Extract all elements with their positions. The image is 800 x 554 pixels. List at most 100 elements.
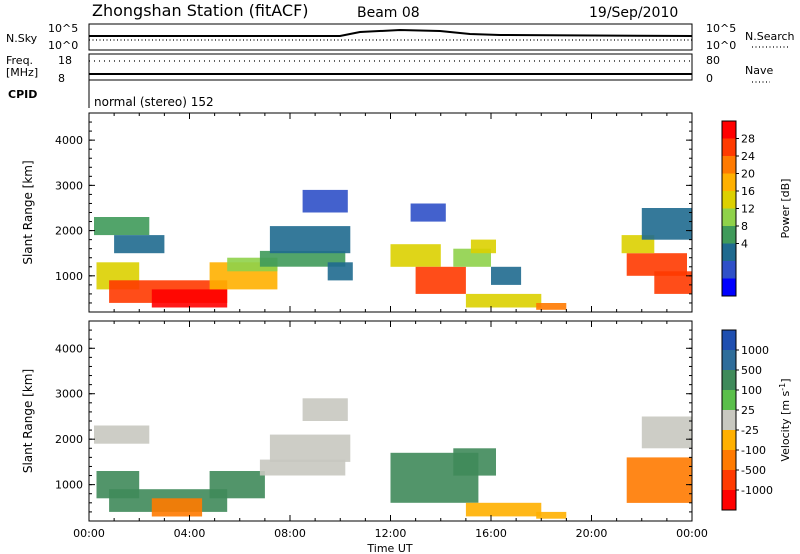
nsky-panel: N.Sky 10^5 10^0 10^5 10^0 N.Search: [6, 22, 795, 52]
colorbar-segment: [722, 350, 736, 371]
y-tick-label: 4000: [55, 342, 83, 355]
colorbar-tick-label: 4: [741, 238, 748, 251]
freq-top-tick: 18: [58, 54, 72, 67]
nsearch-top-tick: 10^5: [706, 22, 736, 35]
heatmap-cell: [302, 398, 348, 421]
velocity-panel: 1000 2000 3000 4000 Slant Range [km]: [21, 320, 693, 522]
colorbar-segment: [722, 121, 736, 139]
colorbar-segment: [722, 243, 736, 262]
colorbar-segment: [722, 138, 736, 157]
freq-frame: [88, 53, 693, 81]
colorbar-frame: [721, 329, 737, 511]
colorbar-label-tail: ]: [779, 378, 792, 382]
freq-bottom-tick: 8: [58, 72, 65, 85]
colorbar-tick-label: -100: [741, 444, 766, 457]
heatmap-cell: [641, 208, 693, 240]
colorbar-segment: [722, 410, 736, 431]
x-tick-label: 12:00: [375, 527, 407, 540]
colorbar-tick-label: 28: [741, 133, 755, 146]
heatmap-cell: [302, 189, 348, 213]
colorbar-tick-label: 16: [741, 185, 755, 198]
nsky-top-tick: 10^5: [48, 22, 78, 35]
colorbar-segment: [722, 191, 736, 209]
heatmap-cell: [641, 416, 693, 449]
colorbar-tick-label: -500: [741, 464, 766, 477]
power-colorbar: 28 24 20 16 12 8 4 Power [dB]: [721, 120, 792, 297]
time-axis: 00:00 04:00 08:00 12:00 16:00 20:00 00:00: [73, 527, 708, 540]
colorbar-tick-label: 25: [741, 404, 755, 417]
colorbar-segment: [722, 470, 736, 491]
heatmap-cell: [259, 459, 346, 476]
y-tick-label: 1000: [55, 479, 83, 492]
freq-label: Freq.: [6, 54, 33, 67]
heatmap-cell: [151, 498, 203, 517]
colorbar-segment: [722, 430, 736, 451]
colorbar-tick-label: 12: [741, 203, 755, 216]
x-tick-label: 00:00: [676, 527, 708, 540]
heatmap-cell: [390, 244, 441, 267]
heatmap-cell: [269, 226, 351, 254]
heatmap-cell: [626, 253, 687, 276]
heatmap-cell: [151, 289, 228, 308]
colorbar-segment: [722, 156, 736, 174]
x-axis-label: Time UT: [366, 542, 412, 554]
colorbar-tick-label: -25: [741, 424, 759, 437]
nsearch-label: N.Search: [745, 30, 795, 43]
colorbar-segment: [722, 370, 736, 391]
station-title: Zhongshan Station (fitACF): [92, 1, 309, 20]
colorbar-segment: [722, 173, 736, 192]
heatmap-cell: [269, 434, 351, 462]
y-axis-label: Slant Range [km]: [21, 369, 35, 473]
colorbar-tick-label: -1000: [741, 484, 773, 497]
y-tick-label: 2000: [55, 433, 83, 446]
nsky-bottom-tick: 10^0: [48, 39, 78, 52]
y-tick-label: 4000: [55, 134, 83, 147]
heatmap-cell: [327, 262, 353, 281]
heatmap-cell: [114, 235, 165, 254]
freq-panel: Freq. [MHz] 18 8 80 0 Nave CPID normal (…: [6, 53, 773, 109]
heatmap-cell: [94, 217, 150, 236]
y-tick-label: 3000: [55, 179, 83, 192]
y-tick-label: 2000: [55, 225, 83, 238]
heatmap-cell: [465, 502, 542, 517]
nsearch-bottom-tick: 10^0: [706, 39, 736, 52]
cpid-label: CPID: [8, 88, 37, 101]
cpid-value: normal (stereo) 152: [94, 95, 214, 109]
colorbar-segment: [722, 450, 736, 471]
heatmap-cell: [536, 511, 567, 519]
heatmap-cell: [654, 271, 692, 294]
colorbar-segment: [722, 208, 736, 227]
colorbar-segment: [722, 278, 736, 297]
x-tick-label: 16:00: [475, 527, 507, 540]
heatmap-cell: [259, 250, 346, 267]
heatmap-cell: [491, 266, 522, 285]
heatmap-cell: [536, 303, 567, 310]
velocity-colorbar: 1000 500 100 25 -25 -100 -500 -1000 Velocity [m …: [721, 329, 792, 511]
nave-label: Nave: [745, 64, 773, 77]
colorbar-tick-label: 100: [741, 384, 762, 397]
heatmap-cell: [626, 457, 692, 503]
nave-top-tick: 80: [706, 54, 720, 67]
heatmap-cell: [453, 448, 496, 476]
heatmap-cell: [465, 293, 542, 308]
y-tick-label: 1000: [55, 270, 83, 283]
x-tick-label: 04:00: [174, 527, 206, 540]
colorbar-segment: [722, 330, 736, 351]
x-tick-label: 08:00: [274, 527, 306, 540]
colorbar-tick-label: 24: [741, 150, 755, 163]
power-panel: 1000 2000 3000 4000 Slant Range [km]: [21, 112, 693, 313]
colorbar-tick-label: 20: [741, 168, 755, 181]
nsky-label: N.Sky: [6, 32, 38, 45]
freq-unit: [MHz]: [6, 66, 38, 79]
colorbar-tick-label: 1000: [741, 344, 769, 357]
heatmap-cell: [410, 203, 446, 222]
x-tick-label: 00:00: [73, 527, 105, 540]
colorbar-segment: [722, 261, 736, 279]
colorbar-label-superscript: -1: [778, 383, 787, 391]
heatmap-cell: [453, 248, 491, 267]
beam-label: Beam 08: [357, 5, 420, 21]
nave-bottom-tick: 0: [706, 72, 713, 85]
colorbar-segment: [722, 226, 736, 244]
date-label: 19/Sep/2010: [589, 5, 678, 21]
colorbar-tick-label: 500: [741, 364, 762, 377]
